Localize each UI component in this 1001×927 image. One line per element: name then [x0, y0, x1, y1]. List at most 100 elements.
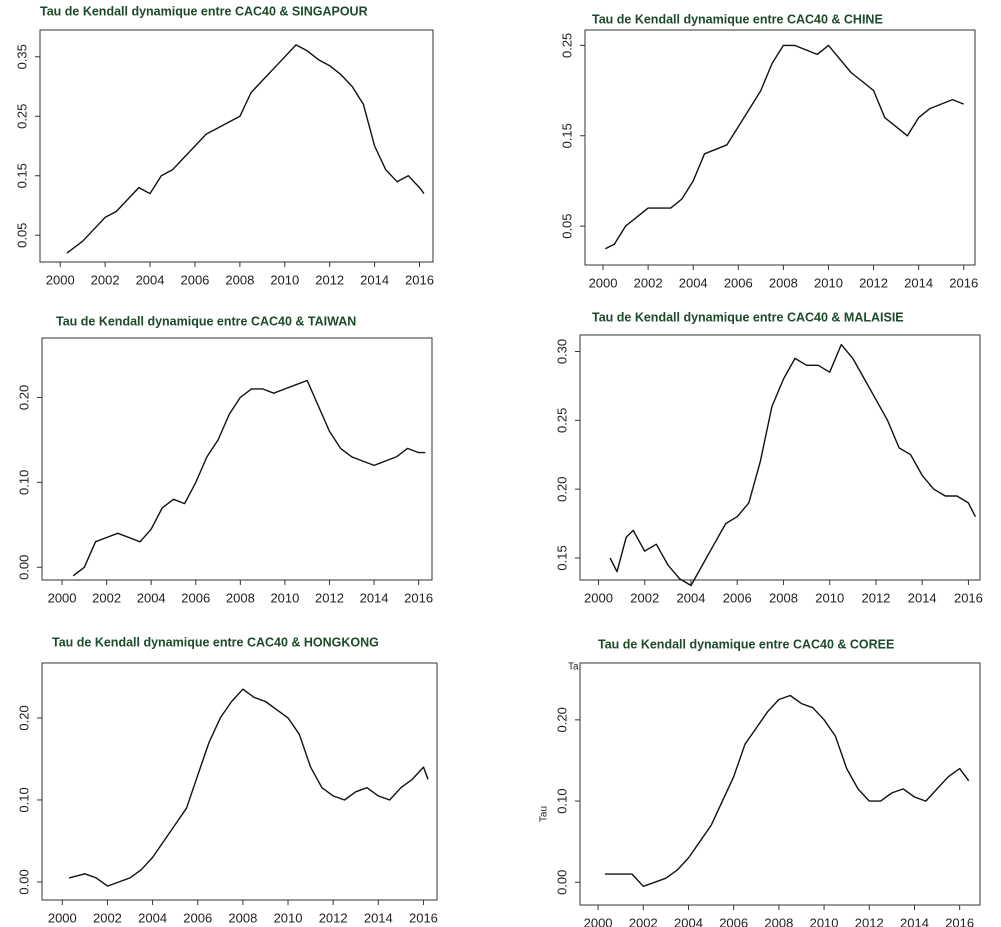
plot-frame [584, 29, 976, 266]
chart-title: Tau de Kendall dynamique entre CAC40 & H… [52, 635, 379, 649]
x-tick-label: 2004 [137, 590, 166, 605]
x-tick-label: 2008 [769, 275, 798, 290]
x-tick-label: 2016 [949, 275, 978, 290]
x-tick-label: 2000 [48, 910, 77, 925]
x-tick-label: 2014 [904, 275, 933, 290]
x-tick-label: 2012 [861, 590, 890, 605]
x-tick-label: 2004 [136, 272, 165, 287]
series [68, 688, 429, 887]
x-tick-label: 2014 [360, 590, 389, 605]
plot-frame [579, 662, 981, 906]
x-tick-label: 2002 [630, 590, 659, 605]
y-tick-label: 0.00 [16, 555, 31, 580]
x-tick-label: 2008 [226, 590, 255, 605]
x-tick-label: 2002 [629, 915, 658, 927]
series [604, 44, 964, 250]
series [66, 44, 425, 254]
x-tick-label: 2002 [93, 910, 122, 925]
x-tick-label: 2016 [409, 910, 438, 925]
x-tick-label: 2006 [719, 915, 748, 927]
x-tick-label: 2002 [92, 590, 121, 605]
x-tick-label: 2016 [405, 272, 434, 287]
x-tick-label: 2006 [183, 910, 212, 925]
chart-title: Tau de Kendall dynamique entre CAC40 & C… [592, 12, 883, 26]
chart-panel: Tau de Kendall dynamique entre CAC40 & C… [559, 12, 978, 290]
y-tick-label: 0.15 [559, 123, 574, 148]
x-tick-label: 2000 [46, 272, 75, 287]
x-tick-label: 2016 [954, 590, 983, 605]
y-tick-label: 0.10 [16, 470, 31, 495]
x-tick-label: 2010 [270, 272, 299, 287]
data-line [604, 44, 964, 250]
x-tick-label: 2008 [764, 915, 793, 927]
x-tick-label: 2016 [404, 590, 433, 605]
plot-frame [41, 337, 433, 581]
x-tick-label: 2006 [723, 590, 752, 605]
x-tick-label: 2010 [274, 910, 303, 925]
series [72, 379, 426, 577]
x-tick-label: 2012 [315, 272, 344, 287]
x-tick-label: 2006 [180, 272, 209, 287]
x-tick-label: 2010 [815, 590, 844, 605]
x-tick-label: 2004 [677, 590, 706, 605]
plot-frame [579, 334, 981, 581]
x-tick-label: 2014 [360, 272, 389, 287]
x-tick-label: 2008 [228, 910, 257, 925]
y-tick-label: 0.20 [16, 705, 31, 730]
y-tick-label: 0.05 [14, 223, 29, 248]
x-tick-label: 2002 [634, 275, 663, 290]
plot-frame [39, 29, 434, 263]
x-tick-label: 2010 [270, 590, 299, 605]
y-tick-label: 0.15 [14, 163, 29, 188]
annotation: Ta [568, 662, 579, 673]
x-tick-label: 2008 [225, 272, 254, 287]
x-tick-label: 2002 [91, 272, 120, 287]
y-tick-label: 0.10 [16, 787, 31, 812]
x-tick-label: 2014 [364, 910, 393, 925]
y-tick-label: 0.20 [16, 385, 31, 410]
x-tick-label: 2010 [810, 915, 839, 927]
y-tick-label: 0.20 [554, 707, 569, 732]
y-tick-label: 0.20 [554, 477, 569, 502]
x-tick-label: 2008 [769, 590, 798, 605]
data-line [68, 688, 429, 887]
y-tick-label: 0.25 [554, 408, 569, 433]
y-tick-label: 0.25 [559, 33, 574, 58]
y-tick-label: 0.30 [554, 339, 569, 364]
y-tick-label: 0.35 [14, 44, 29, 69]
y-tick-label: 0.05 [559, 213, 574, 238]
y-tick-label: 0.00 [554, 870, 569, 895]
y-axis-label: Tau [539, 806, 550, 822]
x-tick-label: 2012 [855, 915, 884, 927]
chart-panel: Tau de Kendall dynamique entre CAC40 & C… [539, 637, 981, 927]
y-tick-label: 0.10 [554, 788, 569, 813]
x-tick-label: 2000 [48, 590, 77, 605]
x-tick-label: 2004 [674, 915, 703, 927]
chart-title: Tau de Kendall dynamique entre CAC40 & M… [592, 310, 904, 324]
chart-title: Tau de Kendall dynamique entre CAC40 & T… [56, 314, 356, 328]
series [604, 694, 970, 887]
plot-frame [41, 662, 438, 901]
chart-panel: Tau de Kendall dynamique entre CAC40 & H… [16, 635, 437, 925]
data-line [604, 694, 970, 887]
x-tick-label: 2012 [315, 590, 344, 605]
data-line [66, 44, 425, 254]
x-tick-label: 2000 [589, 275, 618, 290]
series [609, 343, 977, 587]
chart-title: Tau de Kendall dynamique entre CAC40 & S… [40, 4, 368, 18]
x-tick-label: 2012 [859, 275, 888, 290]
x-tick-label: 2000 [584, 590, 613, 605]
y-tick-label: 0.25 [14, 104, 29, 129]
chart-panel: Tau de Kendall dynamique entre CAC40 & S… [14, 4, 434, 287]
x-tick-label: 2004 [679, 275, 708, 290]
x-tick-label: 2006 [724, 275, 753, 290]
x-tick-label: 2014 [900, 915, 929, 927]
x-tick-label: 2000 [584, 915, 613, 927]
data-line [609, 343, 977, 587]
x-tick-label: 2006 [181, 590, 210, 605]
x-tick-label: 2012 [319, 910, 348, 925]
x-tick-label: 2016 [945, 915, 974, 927]
x-tick-label: 2014 [908, 590, 937, 605]
y-tick-label: 0.15 [554, 545, 569, 570]
